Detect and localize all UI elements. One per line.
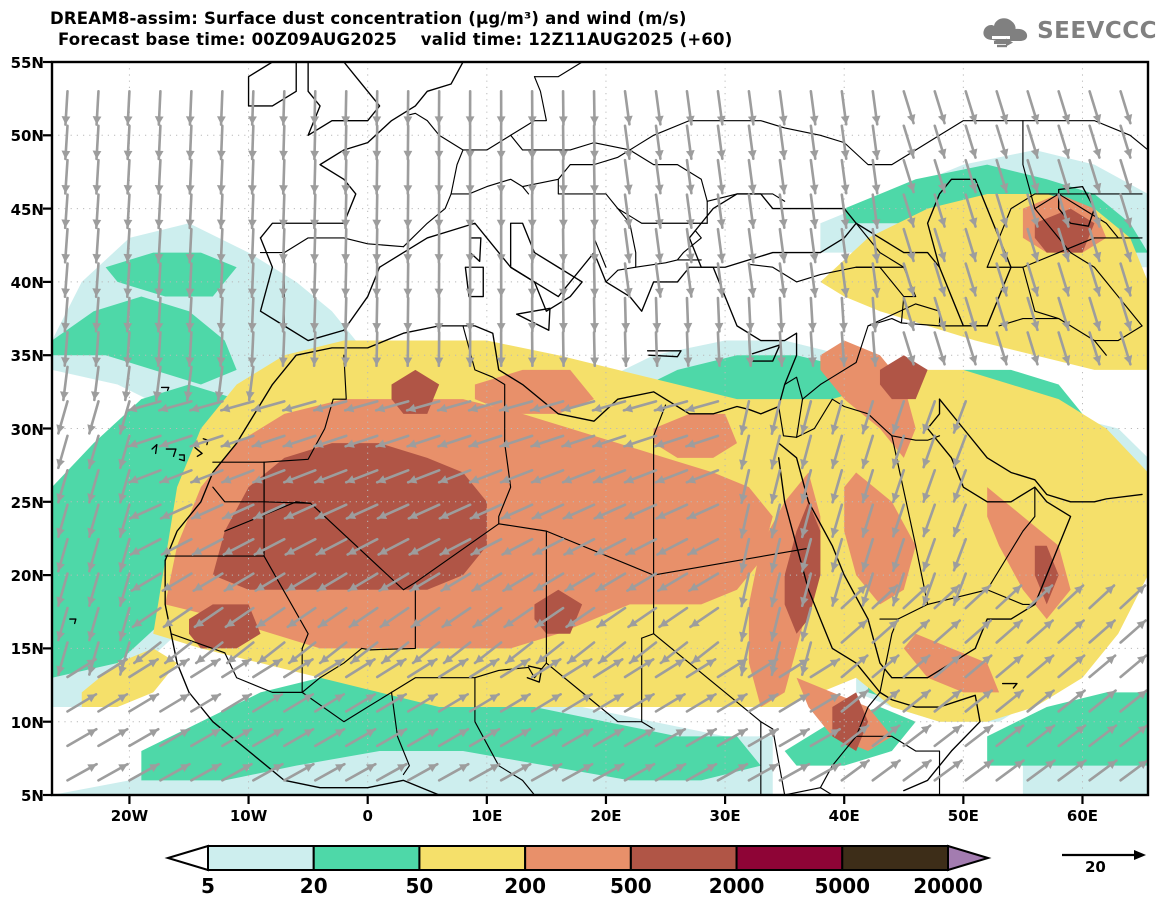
lat-tick-label: 40N — [10, 273, 44, 292]
lon-tick-label: 10W — [229, 807, 268, 825]
lon-tick-label: 0 — [362, 807, 373, 825]
colorbar-tick-label: 50 — [405, 874, 434, 898]
colorbar-tick-label: 500 — [609, 874, 652, 898]
lon-tick-label: 40E — [828, 807, 860, 825]
lat-tick-label: 45N — [10, 200, 44, 219]
colorbar-tick-label: 5000 — [814, 874, 871, 898]
colorbar-tick-label: 20 — [299, 874, 328, 898]
lat-tick-label: 50N — [10, 127, 44, 146]
wind-reference-arrow — [1062, 850, 1146, 860]
lat-tick-label: 20N — [10, 567, 44, 586]
lat-tick-label: 5N — [21, 787, 44, 805]
chart-title-line1: DREAM8-assim: Surface dust concentration… — [50, 9, 687, 28]
chart-title-block: DREAM8-assim: Surface dust concentration… — [50, 8, 732, 50]
seevccc-logo: SEEVCCC — [980, 14, 1157, 48]
lon-tick-label: 20E — [590, 807, 622, 825]
wind-reference-label: 20 — [1085, 858, 1106, 876]
colorbar-tick-label: 200 — [504, 874, 547, 898]
colorbar — [164, 844, 992, 872]
colorbar-tick-label: 2000 — [708, 874, 765, 898]
lat-tick-label: 55N — [10, 54, 44, 72]
lat-tick-label: 25N — [10, 493, 44, 512]
lat-tick-label: 30N — [10, 420, 44, 439]
colorbar-tick-label: 5 — [201, 874, 215, 898]
lat-tick-label: 35N — [10, 347, 44, 366]
axis-ticks — [43, 60, 1084, 804]
lat-tick-label: 10N — [10, 713, 44, 732]
lat-tick-label: 15N — [10, 640, 44, 659]
chart-title-line2: Forecast base time: 00Z09AUG2025 valid t… — [58, 30, 733, 49]
lon-tick-label: 10E — [471, 807, 503, 825]
lon-tick-label: 30E — [709, 807, 741, 825]
lon-tick-label: 20W — [110, 807, 149, 825]
cloud-wind-icon — [983, 18, 1028, 48]
logo-text: SEEVCCC — [1037, 18, 1157, 44]
wind-vector-layer — [56, 90, 1148, 782]
colorbar-tick-label: 20000 — [913, 874, 983, 898]
lon-tick-label: 60E — [1066, 807, 1099, 825]
lon-tick-label: 50E — [947, 807, 979, 825]
